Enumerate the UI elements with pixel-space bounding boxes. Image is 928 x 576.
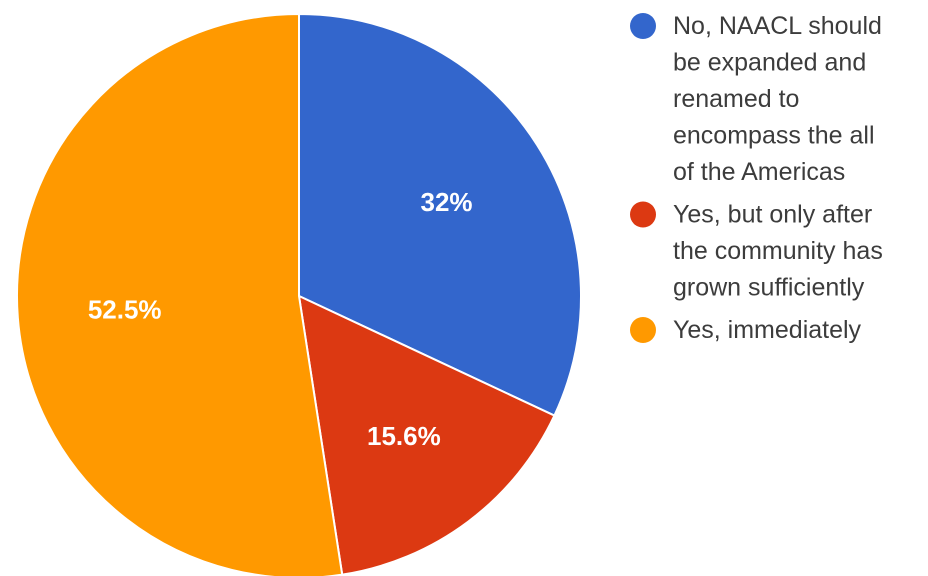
legend-swatch-1	[630, 201, 656, 228]
legend-label-0-line-2: renamed to	[673, 85, 799, 113]
pie-slice-1	[297, 294, 556, 576]
slice-value-label-0: 32%	[421, 187, 473, 217]
legend: No, NAACL should be expanded and renamed t…	[630, 12, 883, 344]
legend-swatch-2	[630, 317, 656, 343]
slice-value-label-2: 52.5%	[88, 294, 162, 324]
pie-slice-0	[298, 12, 582, 417]
slices-layer	[15, 12, 582, 576]
legend-label-1-line-0: Yes, but only after	[673, 201, 872, 229]
legend-label-0-line-4: of the Americas	[673, 158, 845, 186]
slice-labels-layer: 32% 15.6% 52.5%	[88, 187, 473, 451]
legend-item-2: Yes, immediately	[630, 316, 862, 344]
legend-label-0-line-0: No, NAACL should	[673, 12, 882, 40]
legend-label-1-line-1: the community has	[673, 237, 883, 265]
legend-label-0-line-1: be expanded and	[673, 49, 866, 77]
legend-item-0: No, NAACL should be expanded and renamed t…	[630, 12, 882, 186]
legend-label-2-line-0: Yes, immediately	[673, 316, 862, 344]
pie-slice-2	[15, 12, 344, 576]
legend-swatch-0	[630, 13, 656, 39]
legend-item-1: Yes, but only after the community has grow…	[630, 201, 883, 302]
slice-value-label-1: 15.6%	[367, 421, 441, 451]
legend-label-0-line-3: encompass the all	[673, 122, 875, 150]
legend-label-1-line-2: grown sufficiently	[673, 274, 865, 302]
